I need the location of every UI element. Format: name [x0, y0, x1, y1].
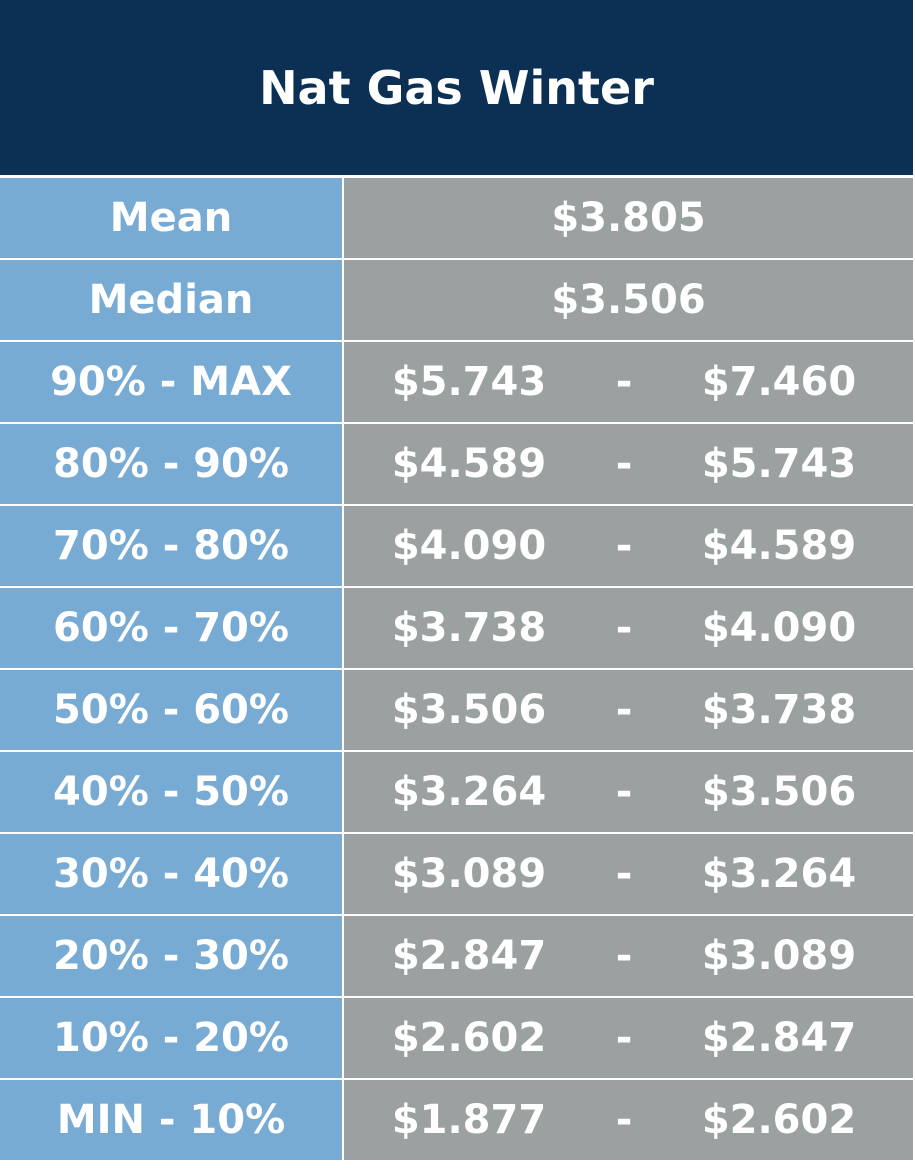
- range-bound: $2.847: [391, 933, 547, 979]
- separator: -: [615, 523, 633, 569]
- row-value: $3.264 - $3.506: [344, 752, 913, 832]
- separator: -: [615, 933, 633, 979]
- row-label: Mean: [0, 178, 342, 258]
- row-label: 20% - 30%: [0, 916, 342, 996]
- separator: -: [615, 1015, 633, 1061]
- table-row: MIN - 10% $1.877 - $2.602: [0, 1080, 913, 1160]
- table-row: 30% - 40% $3.089 - $3.264: [0, 834, 913, 914]
- row-value: $5.743 - $7.460: [344, 342, 913, 422]
- table-row: 40% - 50% $3.264 - $3.506: [0, 752, 913, 832]
- value: $3.506: [551, 277, 706, 323]
- row-value: $3.089 - $3.264: [344, 834, 913, 914]
- separator: -: [615, 851, 633, 897]
- range-bound: $3.506: [391, 687, 547, 733]
- range-bound: $2.602: [391, 1015, 547, 1061]
- separator: -: [615, 441, 633, 487]
- row-label: 30% - 40%: [0, 834, 342, 914]
- row-value: $4.090 - $4.589: [344, 506, 913, 586]
- row-label: 70% - 80%: [0, 506, 342, 586]
- title: Nat Gas Winter: [0, 0, 913, 175]
- range-bound: $3.738: [701, 687, 857, 733]
- table-row: 60% - 70% $3.738 - $4.090: [0, 588, 913, 668]
- row-value: $2.847 - $3.089: [344, 916, 913, 996]
- row-value: $1.877 - $2.602: [344, 1080, 913, 1160]
- row-label: MIN - 10%: [0, 1080, 342, 1160]
- range-bound: $3.738: [391, 605, 547, 651]
- row-value: $3.506 - $3.738: [344, 670, 913, 750]
- range-bound: $4.589: [391, 441, 547, 487]
- table-row: Mean $3.805: [0, 178, 913, 258]
- row-value: $4.589 - $5.743: [344, 424, 913, 504]
- row-value: $3.805: [344, 178, 913, 258]
- separator: -: [615, 359, 633, 405]
- value: $3.805: [551, 195, 706, 241]
- range-bound: $4.589: [701, 523, 857, 569]
- range-bound: $1.877: [391, 1097, 547, 1143]
- row-label: 50% - 60%: [0, 670, 342, 750]
- range-bound: $5.743: [701, 441, 857, 487]
- row-label: 10% - 20%: [0, 998, 342, 1078]
- row-label: 60% - 70%: [0, 588, 342, 668]
- row-value: $3.506: [344, 260, 913, 340]
- table-row: 80% - 90% $4.589 - $5.743: [0, 424, 913, 504]
- row-label: 90% - MAX: [0, 342, 342, 422]
- table-row: 20% - 30% $2.847 - $3.089: [0, 916, 913, 996]
- separator: -: [615, 687, 633, 733]
- separator: -: [615, 605, 633, 651]
- row-value: $2.602 - $2.847: [344, 998, 913, 1078]
- table-row: Median $3.506: [0, 260, 913, 340]
- range-bound: $2.602: [701, 1097, 857, 1143]
- separator: -: [615, 1097, 633, 1143]
- table-row: 10% - 20% $2.602 - $2.847: [0, 998, 913, 1078]
- separator: -: [615, 769, 633, 815]
- range-bound: $3.506: [701, 769, 857, 815]
- range-bound: $5.743: [391, 359, 547, 405]
- range-bound: $4.090: [391, 523, 547, 569]
- range-bound: $2.847: [701, 1015, 857, 1061]
- row-label: 40% - 50%: [0, 752, 342, 832]
- row-label: 80% - 90%: [0, 424, 342, 504]
- range-bound: $4.090: [701, 605, 857, 651]
- range-bound: $3.264: [391, 769, 547, 815]
- table-row: 90% - MAX $5.743 - $7.460: [0, 342, 913, 422]
- range-bound: $7.460: [701, 359, 857, 405]
- table-row: 70% - 80% $4.090 - $4.589: [0, 506, 913, 586]
- table-row: 50% - 60% $3.506 - $3.738: [0, 670, 913, 750]
- row-value: $3.738 - $4.090: [344, 588, 913, 668]
- range-bound: $3.089: [391, 851, 547, 897]
- range-bound: $3.264: [701, 851, 857, 897]
- range-bound: $3.089: [701, 933, 857, 979]
- row-label: Median: [0, 260, 342, 340]
